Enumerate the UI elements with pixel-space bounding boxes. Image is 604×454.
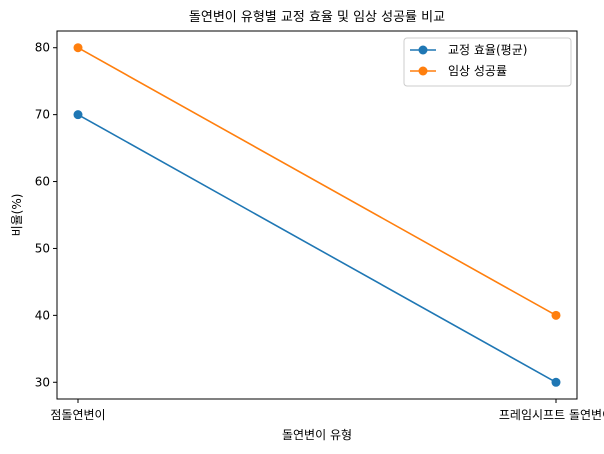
y-tick-label: 50 (35, 241, 50, 255)
legend: 교정 효율(평균) 임상 성공률 (403, 37, 572, 87)
y-tick-label: 80 (35, 41, 50, 55)
data-point (73, 110, 83, 120)
series-line (77, 113, 557, 383)
legend-marker (418, 45, 428, 55)
y-axis-title: 비율(%) (10, 194, 24, 237)
legend-frame (403, 37, 572, 87)
y-axis: 30 40 50 60 70 80 (35, 41, 57, 389)
x-tick-label: 점돌연변이 (50, 408, 105, 422)
x-axis: 점돌연변이 프레임시프트 돌연변이 (50, 399, 604, 422)
x-axis-title: 돌연변이 유형 (282, 428, 352, 442)
chart-title: 돌연변이 유형별 교정 효율 및 임상 성공률 비교 (189, 10, 445, 25)
y-tick-label: 60 (35, 175, 50, 189)
legend-label: 교정 효율(평균) (448, 43, 527, 57)
y-tick-label: 30 (35, 375, 50, 389)
legend-label: 임상 성공률 (448, 64, 507, 78)
legend-marker (418, 66, 428, 76)
series-layer (73, 43, 561, 387)
data-point (551, 377, 561, 387)
series-line (77, 47, 557, 317)
y-tick-label: 70 (35, 108, 50, 122)
data-point (73, 43, 83, 53)
data-point (551, 310, 561, 320)
x-tick-label: 프레임시프트 돌연변이 (499, 408, 604, 422)
plot-area (56, 30, 578, 400)
y-tick-label: 40 (35, 308, 50, 322)
